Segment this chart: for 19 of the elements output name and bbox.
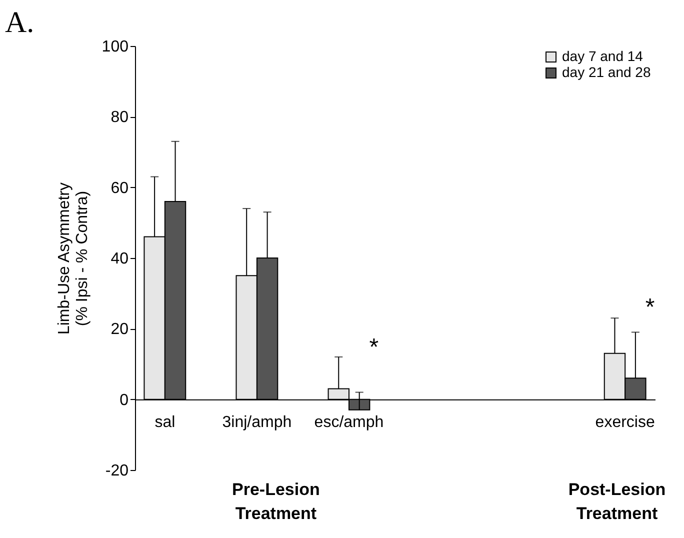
y-tick-label: 20 (110, 321, 129, 338)
text: Post-Lesion Treatment (567, 479, 667, 525)
chart-title: A. (5, 6, 34, 39)
y-tick-label: 100 (102, 38, 129, 56)
legend-label: day 21 and 28 (562, 64, 651, 80)
x-tick-label: exercise (595, 414, 655, 431)
annotation: * (644, 294, 656, 321)
annotation: * (368, 334, 380, 361)
x-tick-label: sal (154, 414, 176, 431)
y-tick-label: -20 (105, 462, 129, 480)
y-tick-label: 80 (110, 109, 129, 126)
x-tick-label: 3inj/amph (222, 414, 292, 431)
y-tick-label: 60 (110, 180, 129, 197)
x-tick-label: esc/amph (314, 414, 384, 431)
y-tick-label: 40 (110, 250, 129, 268)
y-tick-label: 0 (120, 392, 129, 409)
text: Pre-Lesion Treatment (231, 479, 321, 525)
legend-label: day 7 and 14 (562, 48, 644, 64)
y-axis-title: Limb-Use Asymmetry (% Ipsi - % Contra) (56, 182, 91, 335)
